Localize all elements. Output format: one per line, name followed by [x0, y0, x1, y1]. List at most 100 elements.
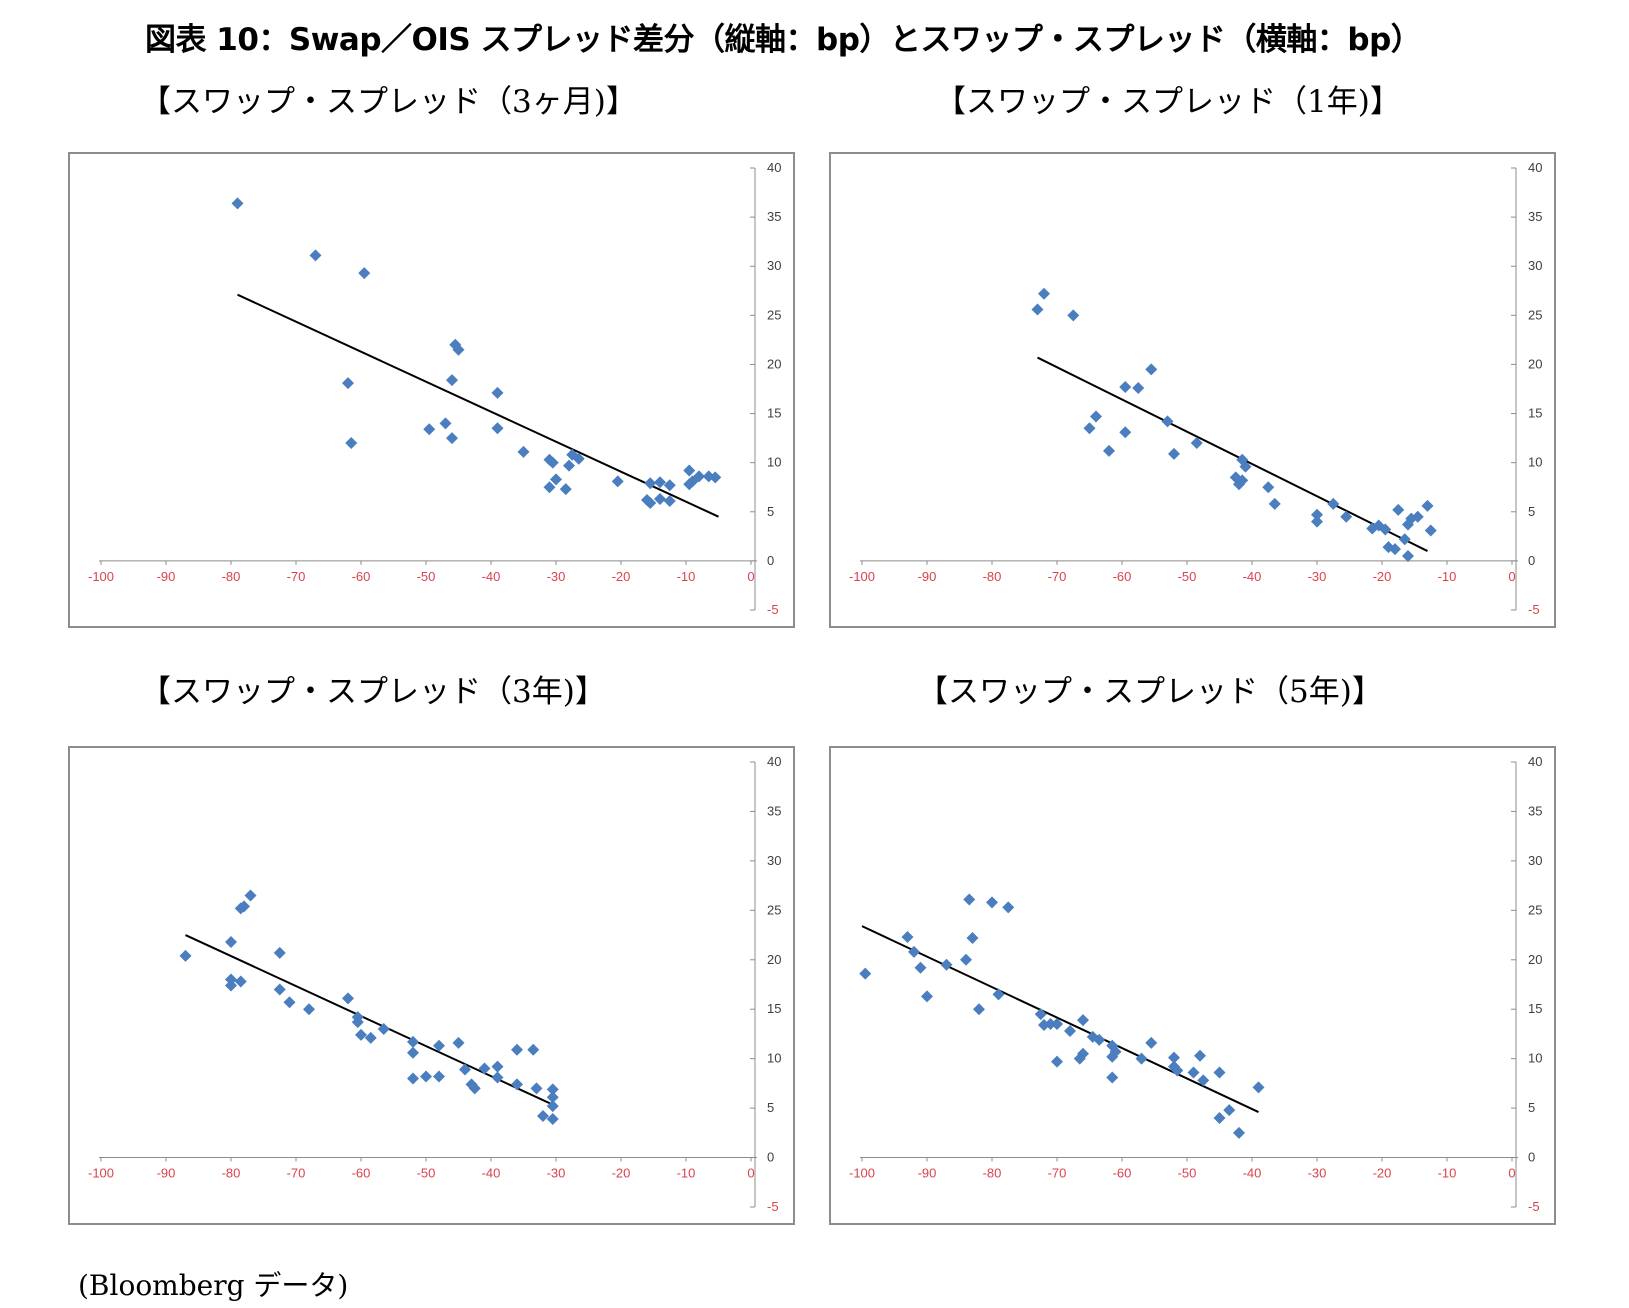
- data-point: [859, 967, 872, 980]
- data-point: [511, 1043, 523, 1056]
- data-point: [342, 377, 354, 390]
- data-point: [663, 494, 676, 507]
- x-tick-label: -70: [1048, 569, 1067, 584]
- data-point: [423, 423, 436, 436]
- x-tick-label: -20: [1373, 569, 1392, 584]
- data-point: [908, 945, 920, 958]
- data-point: [1190, 437, 1203, 450]
- data-point: [1051, 1055, 1063, 1068]
- scatter-chart-3m: -100 -90 -80 -70 -60 -50 -40 -30 -20 -10 0-5051015…: [88, 160, 781, 617]
- y-tick-label: 40: [767, 754, 781, 769]
- data-point: [1090, 410, 1102, 423]
- x-tick-label: -50: [1178, 569, 1197, 584]
- data-point: [309, 249, 322, 262]
- x-tick-label: -40: [482, 569, 501, 584]
- y-tick-label: 30: [1528, 853, 1542, 868]
- chart-frame-3m: -100 -90 -80 -70 -60 -50 -40 -30 -20 -10 0 -5 0 5 10 15…: [68, 152, 795, 628]
- data-point: [546, 1091, 559, 1104]
- data-point: [986, 896, 998, 909]
- y-tick-label: 20: [1528, 356, 1542, 371]
- data-point: [465, 1078, 478, 1091]
- x-tick-label: -60: [1113, 569, 1132, 584]
- x-tick-label: 0: [747, 569, 754, 584]
- y-tick-label: 35: [767, 803, 781, 818]
- data-point: [683, 478, 696, 491]
- data-point: [940, 958, 953, 971]
- x-tick-label: -90: [918, 1166, 937, 1181]
- y-tick-label: 5: [1528, 1100, 1535, 1115]
- data-point: [452, 1036, 465, 1049]
- data-point: [1239, 460, 1252, 473]
- data-point: [1034, 1008, 1047, 1021]
- x-tick-label: 0: [1508, 1166, 1515, 1181]
- data-point: [693, 470, 705, 483]
- y-tick-label: 25: [767, 902, 781, 917]
- data-point: [1187, 1066, 1200, 1079]
- scatter-chart-5y: -100 -90 -80 -70 -60 -50 -40 -30 -20 -10 0-5051015…: [849, 754, 1542, 1214]
- x-tick-label: -40: [1243, 1166, 1262, 1181]
- chart-frame-1y: -100 -90 -80 -70 -60 -50 -40 -30 -20 -10 0 -5 0 5 10 15…: [829, 152, 1556, 628]
- data-point: [1038, 287, 1050, 300]
- data-point: [231, 197, 244, 210]
- x-tick-label: -10: [677, 1166, 696, 1181]
- data-point: [654, 493, 666, 506]
- data-point: [527, 1043, 540, 1056]
- x-tick-label: -50: [417, 1166, 436, 1181]
- y-tick-label: 20: [1528, 952, 1542, 967]
- data-point: [1268, 497, 1281, 510]
- data-point: [1106, 1071, 1119, 1084]
- data-point: [491, 422, 504, 435]
- data-point: [433, 1070, 445, 1083]
- data-point: [1379, 523, 1392, 536]
- data-point: [1402, 518, 1414, 531]
- data-point: [1382, 541, 1395, 554]
- trend-line: [861, 925, 1259, 1113]
- scatter-chart-3y: -100 -90 -80 -70 -60 -50 -40 -30 -20 -10 0-5051015…: [88, 754, 781, 1214]
- y-tick-label: 0: [1528, 1150, 1535, 1165]
- data-point: [283, 996, 296, 1009]
- x-tick-label: -80: [222, 569, 241, 584]
- y-tick-label: 25: [767, 307, 781, 322]
- data-point: [1093, 1033, 1106, 1046]
- data-point: [452, 343, 465, 356]
- y-tick-label: -5: [767, 1199, 779, 1214]
- x-tick-label: -100: [849, 1166, 875, 1181]
- x-tick-label: -40: [1243, 569, 1262, 584]
- data-point: [1233, 478, 1245, 491]
- data-point: [273, 946, 286, 959]
- data-point: [1424, 524, 1437, 537]
- data-point: [377, 1023, 390, 1035]
- y-tick-label: 15: [767, 1001, 781, 1016]
- x-tick-label: -60: [352, 1166, 371, 1181]
- data-point: [546, 1083, 559, 1096]
- y-tick-label: 15: [1528, 406, 1542, 421]
- figure-title: 図表 10：Swap／OIS スプレッド差分（縦軸：bp）とスワップ・スプレッド…: [145, 22, 1422, 58]
- panel-title-3y: 【スワップ・スプレッド（3年)】: [140, 674, 606, 710]
- x-tick-label: -30: [547, 569, 566, 584]
- data-point: [1067, 309, 1080, 322]
- x-tick-label: -10: [1438, 1166, 1457, 1181]
- data-point: [355, 1028, 367, 1041]
- y-tick-label: 10: [767, 1051, 781, 1066]
- x-tick-label: -20: [612, 569, 631, 584]
- y-tick-label: 40: [767, 160, 781, 175]
- data-point: [572, 452, 585, 465]
- y-tick-label: 0: [767, 553, 774, 568]
- x-tick-label: 0: [747, 1166, 754, 1181]
- y-tick-label: 15: [1528, 1001, 1542, 1016]
- data-point: [1402, 549, 1414, 562]
- data-point: [992, 988, 1005, 1001]
- data-point: [973, 1003, 985, 1016]
- trend-line: [237, 293, 719, 518]
- data-point: [407, 1046, 419, 1059]
- x-tick-label: -90: [157, 569, 176, 584]
- y-tick-label: 10: [767, 455, 781, 470]
- data-point: [1398, 533, 1411, 546]
- data-point: [1327, 497, 1340, 510]
- y-tick-label: 20: [767, 952, 781, 967]
- data-point: [960, 953, 972, 966]
- y-tick-label: 35: [1528, 209, 1542, 224]
- data-point: [420, 1070, 432, 1083]
- data-point: [966, 932, 979, 945]
- data-point: [1031, 303, 1044, 316]
